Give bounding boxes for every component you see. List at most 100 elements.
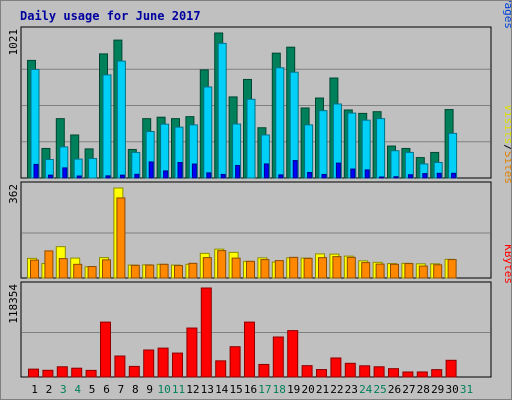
bar-sites [332,256,342,279]
bar-kbytes [71,367,83,378]
x-tick-label: 5 [89,383,96,396]
legend-item: Visits [502,105,511,145]
bar-files [404,151,414,179]
bar-sites [318,257,327,279]
bar-files [30,68,40,179]
legend-item: Sites [502,151,511,184]
bar-kbytes [316,369,327,378]
x-tick-label: 30 [445,383,458,396]
x-tick-label: 8 [132,383,139,396]
bar-kbytes [416,371,428,378]
x-tick-label: 11 [172,383,185,396]
series-pages [33,160,457,179]
bar-pages [451,172,457,179]
bar-sites [116,197,126,279]
panel-sites-visits: 362 Visits/Sites [7,105,511,279]
bar-pages [321,173,327,179]
bar-kbytes [28,368,39,378]
bar-files [160,123,170,179]
bar-kbytes [330,357,342,378]
bar-pages [379,176,385,179]
bar-pages [76,175,82,179]
bar-files [246,98,256,179]
series-files [30,42,458,179]
bar-pages [163,170,169,179]
bar-sites [375,263,385,279]
bar-kbytes [143,349,155,378]
bar-pages [62,167,68,179]
legend: KBytes [502,244,511,284]
bar-pages [422,173,428,179]
x-tick-label: 21 [316,383,329,396]
x-tick-label: 4 [74,383,81,396]
bar-pages [335,162,341,179]
x-tick-label: 3 [60,383,67,396]
bar-kbytes [272,336,284,378]
bar-kbytes [128,365,140,378]
bar-sites [289,256,299,279]
bar-pages [436,172,442,179]
x-tick-label: 25 [373,383,386,396]
bar-files [361,119,371,179]
x-tick-label: 20 [301,383,314,396]
bar-sites [274,260,284,279]
x-tick-label: 10 [157,383,170,396]
bar-files [390,150,400,179]
x-tick-label: 7 [118,383,125,396]
bar-pages [393,176,399,179]
bar-sites [361,262,371,279]
bar-pages [47,174,53,179]
series-kbytes [28,287,457,378]
x-tick-label: 24 [359,383,373,396]
bar-pages [33,163,39,179]
bar-files [376,118,386,179]
bar-sites [102,259,111,279]
x-tick-label: 17 [258,383,271,396]
bar-pages [235,165,241,179]
x-tick-label: 6 [103,383,110,396]
panel-frame [20,281,492,378]
legend: Visits/Sites [502,105,511,185]
bar-sites [346,256,356,279]
bar-kbytes [42,369,54,378]
bar-kbytes [431,369,443,378]
bar-kbytes [402,371,414,378]
x-tick-label: 22 [330,383,343,396]
bar-kbytes [215,360,227,378]
bar-kbytes [388,368,399,378]
bar-files [304,124,314,179]
bar-sites [418,265,428,279]
bar-sites [145,264,155,279]
bar-kbytes [373,366,385,378]
legend-item: / [502,144,511,151]
bar-pages [263,163,269,179]
bar-pages [307,171,313,179]
bar-kbytes [172,352,183,378]
bar-sites [73,263,83,279]
bar-kbytes [258,363,270,378]
x-tick-label: 31 [460,383,473,396]
bar-sites [202,257,212,279]
bar-sites [303,257,313,279]
x-tick-label: 19 [287,383,300,396]
bar-pages [350,168,356,179]
bar-pages [191,163,197,179]
bar-sites [30,259,39,279]
bar-sites [231,257,241,279]
x-tick-label: 18 [273,383,286,396]
bar-sites [188,262,198,279]
x-tick-label: 9 [146,383,153,396]
x-tick-label: 2 [46,383,53,396]
bar-files [347,112,357,179]
bar-kbytes [85,369,97,378]
bar-kbytes [359,365,371,378]
bar-kbytes [229,346,241,378]
bar-sites [447,259,457,279]
bar-files [448,132,458,179]
x-tick-label: 12 [186,383,199,396]
bar-pages [292,160,298,179]
bar-kbytes [445,359,457,378]
bar-files [73,158,83,179]
bar-files [116,60,126,179]
bar-sites [390,263,399,279]
